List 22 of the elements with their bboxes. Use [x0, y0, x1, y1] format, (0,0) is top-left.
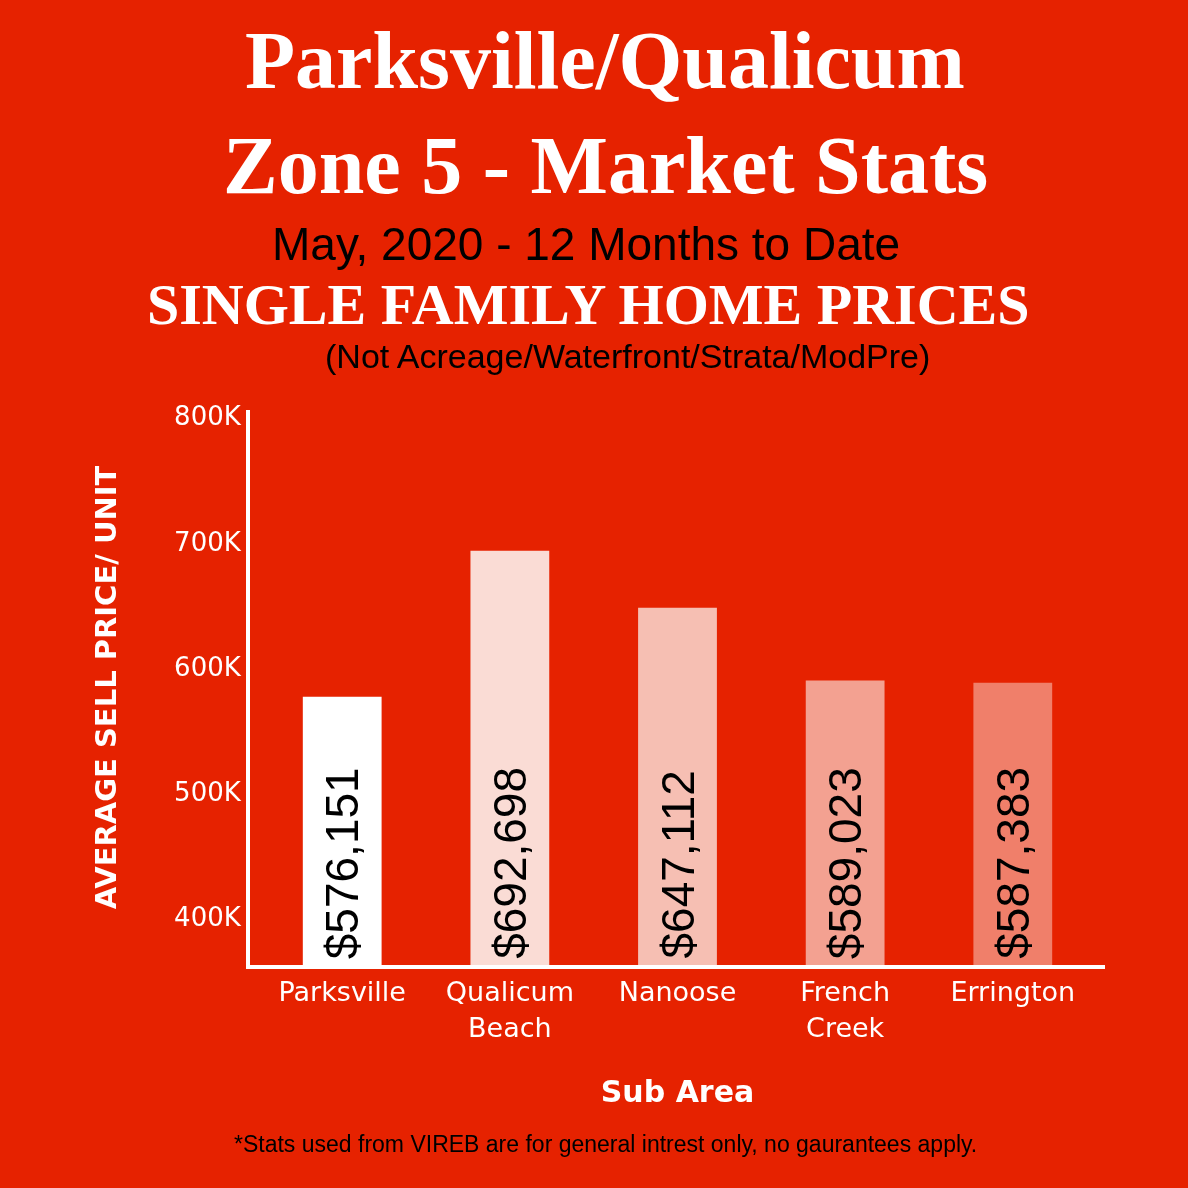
- data-label: $647,112: [651, 770, 704, 959]
- text: (Not Acreage/Waterfront/Strata/ModPre): [325, 337, 931, 375]
- data-label: $587,383: [986, 766, 1039, 959]
- y-tick-label: 600K: [174, 651, 242, 682]
- text: SINGLE FAMILY HOME PRICES: [147, 272, 1030, 337]
- x-tick-label: Nanoose: [618, 976, 737, 1008]
- x-tick-label: Errington: [950, 976, 1076, 1008]
- y-tick-label: 500K: [174, 777, 242, 808]
- x-tick-label: Parksville: [278, 976, 406, 1008]
- chart-subtitle: May, 2020 - 12 Months to Date: [272, 218, 901, 270]
- text: *Stats used from VIREB are for general intrest only, no gaurantees apply.: [234, 1131, 978, 1157]
- data-label: $576,151: [316, 767, 369, 960]
- y-tick-label: 700K: [174, 526, 242, 557]
- y-tick-label: 800K: [174, 401, 242, 432]
- y-axis-title: AVERAGE SELL PRICE/ UNIT: [88, 465, 123, 910]
- data-label: $692,698: [483, 766, 536, 959]
- x-tick-label: French Creek: [800, 976, 891, 1043]
- x-axis-title: Sub Area: [600, 1073, 755, 1109]
- data-label: $589,023: [819, 767, 872, 960]
- x-tick-label: Qualicum Beach: [445, 976, 574, 1043]
- chart-title: Parksville/Qualicum Zone 5 - Market Stats: [223, 15, 989, 211]
- y-tick-label: 400K: [174, 902, 242, 933]
